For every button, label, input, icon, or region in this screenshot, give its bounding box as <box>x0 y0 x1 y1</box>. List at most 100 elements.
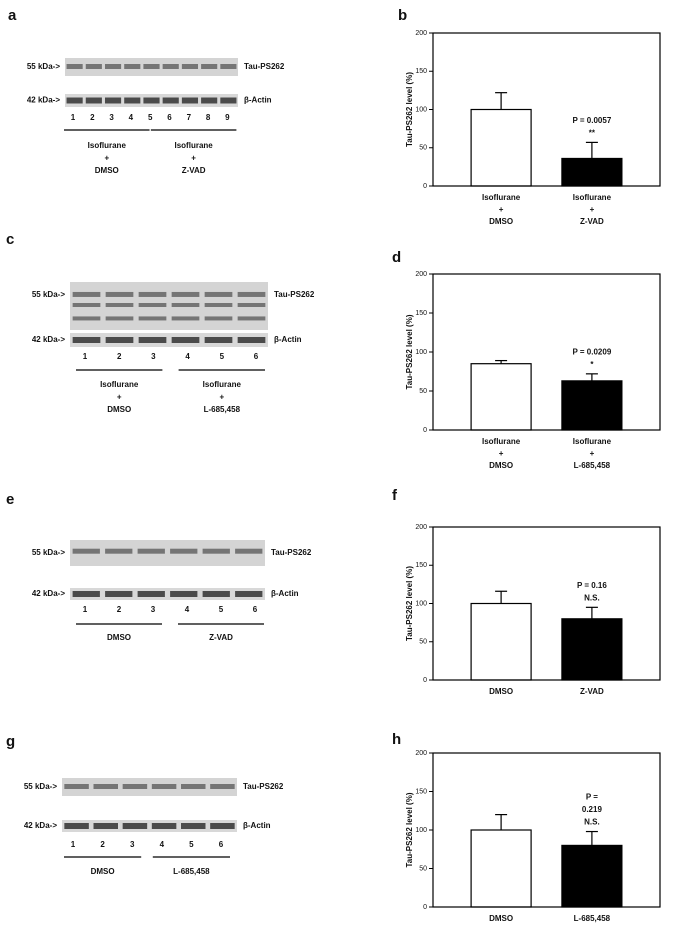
x-tick-label: Isoflurane <box>482 193 521 202</box>
y-tick-label: 100 <box>415 827 427 834</box>
marker-label: 55 kDa-> <box>32 290 65 299</box>
blot-band <box>235 591 263 597</box>
group-label: Z-VAD <box>209 633 233 642</box>
y-tick-label: 200 <box>415 524 427 531</box>
group-label: Isoflurane <box>203 380 242 389</box>
blot-band <box>210 823 235 829</box>
x-tick-label: DMSO <box>489 217 513 226</box>
panel-label: e <box>6 491 14 508</box>
x-tick-label: Isoflurane <box>573 437 612 446</box>
annotation: N.S. <box>584 818 600 827</box>
y-tick-label: 0 <box>423 427 427 434</box>
blot-band <box>64 823 89 829</box>
bar <box>470 829 532 908</box>
blot-band <box>204 316 233 321</box>
panel-label: a <box>8 7 17 24</box>
blot-band <box>85 64 102 69</box>
group-label: DMSO <box>95 166 119 175</box>
group-label: Z-VAD <box>182 166 206 175</box>
x-tick-label: Isoflurane <box>573 193 612 202</box>
plot-frame <box>432 526 661 681</box>
y-axis-label: Tau-PS262 level (%) <box>405 72 414 147</box>
blot-band <box>124 64 141 69</box>
blot-band <box>105 548 133 554</box>
target-label: Tau-PS262 <box>244 62 285 71</box>
lane-number: 3 <box>151 605 156 614</box>
lane-number: 5 <box>219 605 224 614</box>
lane-number: 6 <box>254 352 259 361</box>
annotation: P = <box>586 793 598 802</box>
blot-strip <box>70 282 268 330</box>
blot-band <box>204 303 233 307</box>
blot-band <box>171 316 200 321</box>
blot-band <box>138 337 167 343</box>
lane-number: 3 <box>151 352 156 361</box>
x-tick-label: DMSO <box>489 687 513 696</box>
lane-number: 3 <box>130 840 135 849</box>
control-label: β-Actin <box>271 589 299 598</box>
blot-band <box>105 303 134 307</box>
y-tick-label: 200 <box>415 271 427 278</box>
blot-band <box>72 316 101 321</box>
blot-band <box>171 291 200 297</box>
annotation: P = 0.16 <box>577 581 607 590</box>
blot-band <box>171 337 200 343</box>
x-tick-label: + <box>499 205 504 214</box>
blot-band <box>105 337 134 343</box>
annotation: ** <box>589 129 596 138</box>
x-tick-label: + <box>590 205 595 214</box>
blot-band <box>181 784 206 789</box>
lane-number: 5 <box>148 113 153 122</box>
control-label: β-Actin <box>274 335 302 344</box>
y-axis-label: Tau-PS262 level (%) <box>405 314 414 389</box>
group-label: L-685,458 <box>204 405 241 414</box>
blot-band <box>237 303 266 307</box>
blot-band <box>204 337 233 343</box>
y-tick-label: 150 <box>415 562 427 569</box>
bar <box>561 380 623 431</box>
lane-number: 2 <box>100 840 105 849</box>
bar <box>470 602 532 681</box>
lane-number: 4 <box>185 605 190 614</box>
blot-band <box>237 337 266 343</box>
blot-band <box>170 548 198 554</box>
blot-band <box>85 97 102 104</box>
lane-number: 2 <box>117 352 122 361</box>
blot-band <box>220 97 237 104</box>
y-tick-label: 100 <box>415 349 427 356</box>
panel-label: g <box>6 733 15 750</box>
control-label: β-Actin <box>244 96 272 105</box>
marker-label: 55 kDa-> <box>24 782 57 791</box>
y-tick-label: 50 <box>419 388 427 395</box>
blot-band <box>143 64 160 69</box>
annotation: * <box>590 360 594 369</box>
annotation: P = 0.0209 <box>573 347 612 356</box>
target-label: Tau-PS262 <box>271 548 312 557</box>
lane-number: 9 <box>225 113 230 122</box>
y-tick-label: 50 <box>419 145 427 152</box>
y-tick-label: 100 <box>415 600 427 607</box>
lane-number: 6 <box>253 605 258 614</box>
blot-band <box>151 784 177 789</box>
blot-band <box>105 291 134 297</box>
group-label: DMSO <box>107 633 131 642</box>
x-tick-label: L-685,458 <box>574 461 611 470</box>
lane-number: 5 <box>189 840 194 849</box>
blot-band <box>138 303 167 307</box>
blot-band <box>104 64 122 69</box>
blot-band <box>201 64 218 69</box>
blot-band <box>202 548 230 554</box>
plot-frame <box>432 752 661 908</box>
lane-number: 8 <box>206 113 211 122</box>
marker-label: 55 kDa-> <box>27 62 60 71</box>
marker-label: 42 kDa-> <box>32 589 65 598</box>
lane-number: 2 <box>90 113 95 122</box>
blot-band <box>66 64 83 69</box>
y-tick-label: 50 <box>419 639 427 646</box>
annotation: P = 0.0057 <box>573 116 612 125</box>
blot-band <box>93 823 118 829</box>
y-tick-label: 100 <box>415 106 427 113</box>
blot-strip <box>70 333 268 347</box>
group-label: + <box>219 393 224 402</box>
